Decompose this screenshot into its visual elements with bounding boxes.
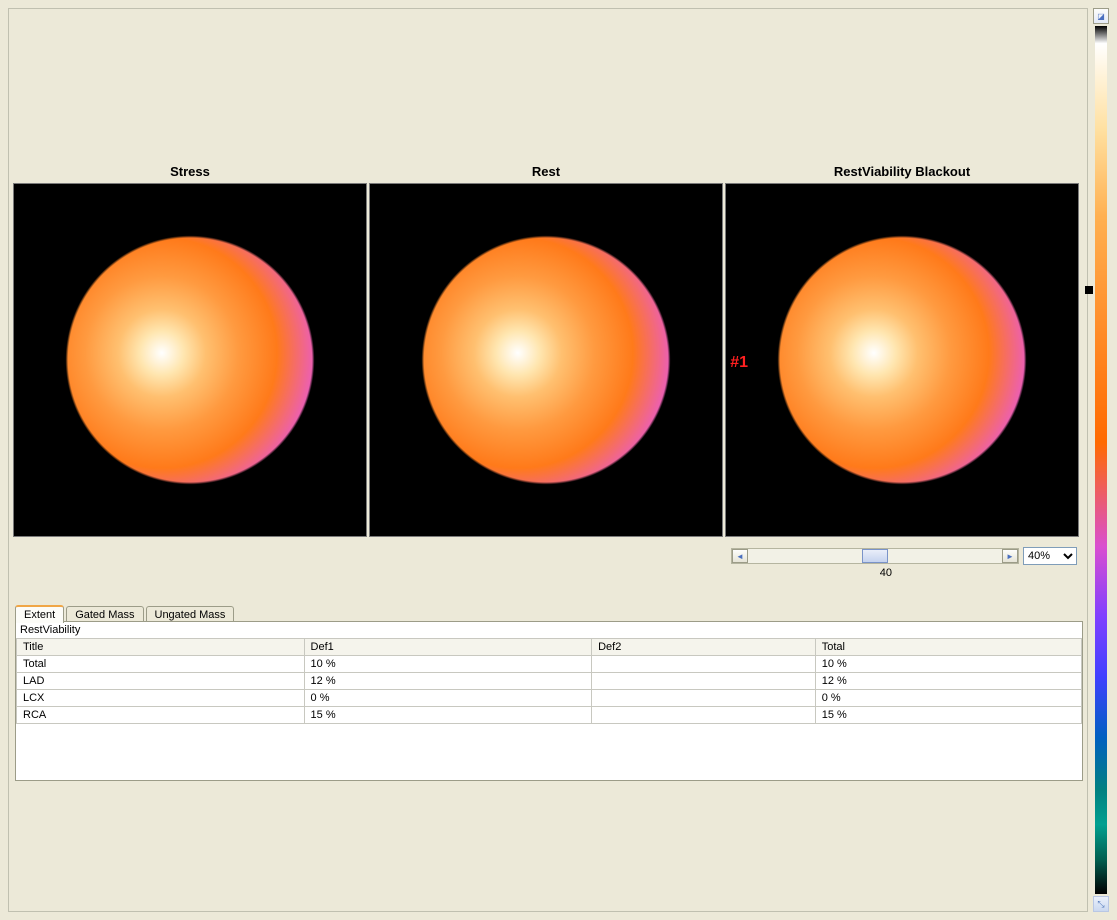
- polar-rim: [726, 184, 1078, 536]
- table-row[interactable]: Total10 %10 %: [17, 656, 1082, 673]
- colorbar-marker[interactable]: [1085, 286, 1093, 294]
- scan-image[interactable]: [725, 183, 1079, 537]
- table-cell: 12 %: [815, 673, 1081, 690]
- table-cell: 15 %: [815, 707, 1081, 724]
- threshold-value-label: 40: [880, 567, 892, 579]
- table-cell: 10 %: [304, 656, 592, 673]
- table-cell: LAD: [17, 673, 305, 690]
- table-header-cell[interactable]: Title: [17, 639, 305, 656]
- scroll-track[interactable]: [748, 549, 1002, 563]
- table-cell: 15 %: [304, 707, 592, 724]
- scroll-right-button[interactable]: ►: [1002, 549, 1018, 563]
- table-header-cell[interactable]: Def1: [304, 639, 592, 656]
- scroll-left-button[interactable]: ◄: [732, 549, 748, 563]
- table-cell: 0 %: [304, 690, 592, 707]
- table-row[interactable]: LAD12 %12 %: [17, 673, 1082, 690]
- results-table-panel: RestViability TitleDef1Def2Total Total10…: [15, 621, 1083, 781]
- table-caption: RestViability: [16, 622, 1082, 638]
- table-cell: LCX: [17, 690, 305, 707]
- resize-grip-icon[interactable]: ⤡: [1093, 896, 1109, 912]
- threshold-percent-select[interactable]: 20%30%40%50%60%70%: [1023, 547, 1077, 565]
- table-header-cell[interactable]: Total: [815, 639, 1081, 656]
- tabstrip: ExtentGated MassUngated Mass: [15, 604, 236, 622]
- threshold-slider-row: ◄ ► 20%30%40%50%60%70%: [731, 547, 1077, 565]
- results-table: TitleDef1Def2Total Total10 %10 %LAD12 %1…: [16, 638, 1082, 724]
- table-cell: 12 %: [304, 673, 592, 690]
- table-header-row: TitleDef1Def2Total: [17, 639, 1082, 656]
- colorbar: [1095, 26, 1107, 894]
- scan-label: RestViability Blackout: [834, 164, 970, 179]
- colorbar-track: [1095, 26, 1107, 894]
- table-row[interactable]: LCX0 %0 %: [17, 690, 1082, 707]
- scan-marker: #1: [730, 354, 748, 372]
- scan-tile-0: Stress: [13, 164, 367, 537]
- table-cell: [592, 707, 816, 724]
- table-cell: 0 %: [815, 690, 1081, 707]
- table-cell: [592, 656, 816, 673]
- table-cell: [592, 673, 816, 690]
- scan-row: Stress Rest #1 RestViability Blackout: [13, 164, 1087, 537]
- threshold-scrollbar[interactable]: ◄ ►: [731, 548, 1019, 564]
- table-cell: [592, 690, 816, 707]
- colorbar-panel: ◪ ⤡: [1093, 8, 1109, 912]
- tab-extent[interactable]: Extent: [15, 605, 64, 623]
- colorbar-top-icon[interactable]: ◪: [1093, 8, 1109, 24]
- table-cell: Total: [17, 656, 305, 673]
- scan-tile-2: RestViability Blackout: [725, 164, 1079, 537]
- scan-image[interactable]: #1: [369, 183, 723, 537]
- polar-rim: [14, 184, 366, 536]
- table-header-cell[interactable]: Def2: [592, 639, 816, 656]
- scroll-thumb[interactable]: [862, 549, 888, 563]
- table-cell: RCA: [17, 707, 305, 724]
- scan-label: Stress: [170, 164, 210, 179]
- scan-tile-1: Rest #1: [369, 164, 723, 537]
- main-panel: Stress Rest #1 RestViability Blackout ◄ ► 2…: [8, 8, 1088, 912]
- scan-image[interactable]: [13, 183, 367, 537]
- polar-rim: [370, 184, 722, 536]
- table-row[interactable]: RCA15 %15 %: [17, 707, 1082, 724]
- table-cell: 10 %: [815, 656, 1081, 673]
- scan-label: Rest: [532, 164, 560, 179]
